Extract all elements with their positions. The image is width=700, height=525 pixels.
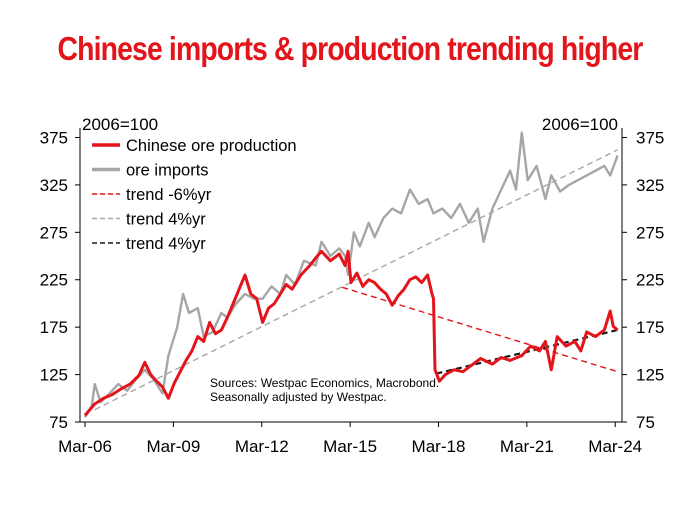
y-tick-label-left: 275 [40,223,68,242]
chart-axes: 75 75 125 125 175 175 225 225 275 275 325 325 375 375… [40,128,664,456]
series-line-1 [83,131,619,418]
y-tick-label-right: 375 [636,128,664,147]
x-tick-label: Mar-21 [500,437,554,456]
legend-label-3: trend 4%yr [126,211,206,229]
y-tick-label-right: 225 [636,271,664,290]
legend-label-4: trend 4%yr [126,235,206,253]
left-axis-unit-label: 2006=100 [82,115,158,134]
source-note-line-1: Sources: Westpac Economics, Macrobond. [210,376,439,390]
y-tick-label-left: 375 [40,128,68,147]
x-tick-label: Mar-12 [235,437,289,456]
y-tick-label-left: 225 [40,271,68,290]
series-line-0 [83,249,619,417]
y-tick-label-right: 275 [636,223,664,242]
y-tick-label-right: 325 [636,176,664,195]
source-note-line-2: Seasonally adjusted by Westpac. [210,390,387,404]
y-tick-label-left: 75 [49,413,68,432]
y-tick-label-right: 125 [636,366,664,385]
x-tick-label: Mar-09 [146,437,200,456]
chart-series [83,131,619,418]
y-tick-label-left: 125 [40,366,68,385]
y-tick-label-right: 75 [636,413,655,432]
x-tick-label: Mar-18 [412,437,466,456]
legend-label-1: ore imports [126,162,209,180]
legend-label-0: Chinese ore production [126,137,297,155]
y-tick-label-left: 325 [40,176,68,195]
y-tick-label-left: 175 [40,318,68,337]
series-line-2 [341,286,618,373]
series-line-3 [94,149,618,411]
chart-legend: Chinese ore production ore imports trend -… [92,137,297,253]
legend-label-2: trend -6%yr [126,186,212,204]
right-axis-unit-label: 2006=100 [542,115,618,134]
x-tick-label: Mar-06 [58,437,112,456]
chart-title: Chinese imports & production trending hi… [57,30,644,67]
x-tick-label: Mar-15 [323,437,377,456]
y-tick-label-right: 175 [636,318,664,337]
x-tick-label: Mar-24 [588,437,642,456]
